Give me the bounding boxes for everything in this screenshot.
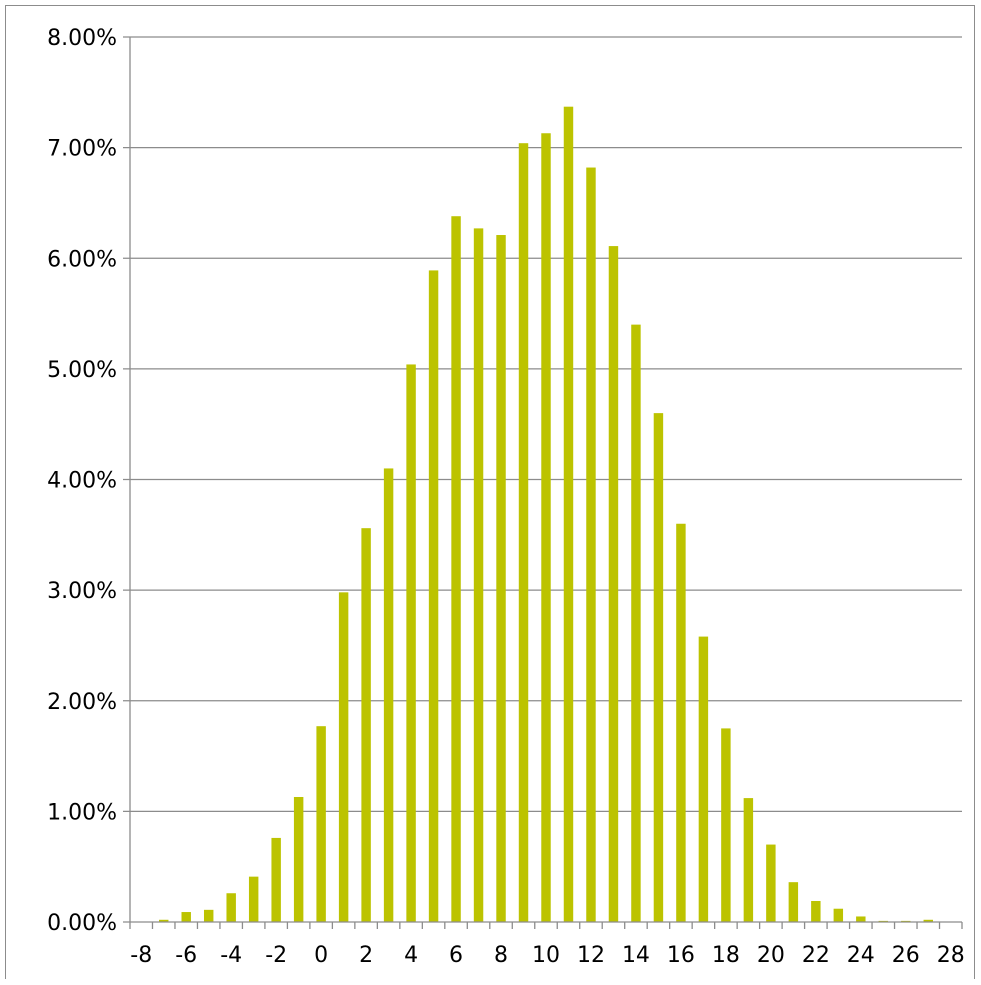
bar xyxy=(406,364,416,922)
x-tick-label: 8 xyxy=(494,943,508,968)
y-axis-tick-labels: 0.00% 1.00% 2.00% 3.00% 4.00% 5.00% 6.00% 7.00%… xyxy=(47,26,117,936)
y-tick-label: 3.00% xyxy=(47,579,117,604)
bar xyxy=(293,796,304,922)
y-tick-label: 6.00% xyxy=(47,247,117,272)
bar xyxy=(788,882,799,922)
bar xyxy=(923,919,933,922)
x-tick-label: -4 xyxy=(220,943,242,968)
bar xyxy=(271,837,281,922)
x-tick-label: 4 xyxy=(404,943,418,968)
bar xyxy=(766,844,776,922)
x-tick-label: 18 xyxy=(712,943,740,968)
bar xyxy=(856,916,866,922)
bar xyxy=(473,228,484,923)
x-tick-label: 12 xyxy=(577,943,605,968)
bar xyxy=(541,133,551,922)
bar xyxy=(586,167,596,923)
bar xyxy=(653,413,664,922)
bar xyxy=(698,636,709,922)
bar xyxy=(248,876,259,922)
x-tick-label: -2 xyxy=(265,943,287,968)
x-tick-label: 20 xyxy=(757,943,785,968)
x-tick-label: -8 xyxy=(130,943,152,968)
x-tick-label: 26 xyxy=(892,943,920,968)
y-tick-label: 8.00% xyxy=(47,26,117,51)
bar xyxy=(181,912,191,922)
bar xyxy=(518,143,529,922)
bar xyxy=(631,324,641,922)
bars xyxy=(159,106,933,923)
bar xyxy=(563,106,574,923)
x-tick-label: 2 xyxy=(359,943,373,968)
x-tick-label: -6 xyxy=(175,943,197,968)
bar xyxy=(608,246,619,923)
bar xyxy=(811,900,821,922)
bar xyxy=(383,468,394,922)
x-tick-label: 14 xyxy=(622,943,650,968)
bar xyxy=(316,726,326,922)
bar xyxy=(226,893,236,922)
bar xyxy=(338,592,349,922)
x-tick-label: 24 xyxy=(847,943,875,968)
chart-area xyxy=(5,5,975,979)
y-tick-label: 4.00% xyxy=(47,469,117,494)
bar xyxy=(496,235,506,923)
bar xyxy=(743,798,754,922)
x-tick-label: 6 xyxy=(449,943,463,968)
x-tick-label: 22 xyxy=(802,943,830,968)
y-tick-label: 1.00% xyxy=(47,800,117,825)
bar xyxy=(721,728,731,922)
x-axis-tick-labels: -8 -6 -4 -2 0 2 4 6 8 10 12 14 16 18 20 22 24 26 28 xyxy=(130,943,964,968)
bar xyxy=(676,523,686,922)
x-tick-label: 16 xyxy=(667,943,695,968)
axes xyxy=(123,37,963,929)
y-tick-label: 0.00% xyxy=(47,911,117,936)
y-tick-label: 7.00% xyxy=(47,137,117,162)
bar xyxy=(428,270,439,922)
y-tick-label: 2.00% xyxy=(47,690,117,715)
y-tick-label: 5.00% xyxy=(47,358,117,383)
bar xyxy=(361,528,371,922)
bar xyxy=(451,216,461,922)
bar xyxy=(203,909,214,922)
x-tick-label: 0 xyxy=(314,943,328,968)
x-tick-label: 28 xyxy=(937,943,965,968)
bar xyxy=(833,908,844,922)
x-tick-label: 10 xyxy=(532,943,560,968)
bar xyxy=(159,919,169,922)
